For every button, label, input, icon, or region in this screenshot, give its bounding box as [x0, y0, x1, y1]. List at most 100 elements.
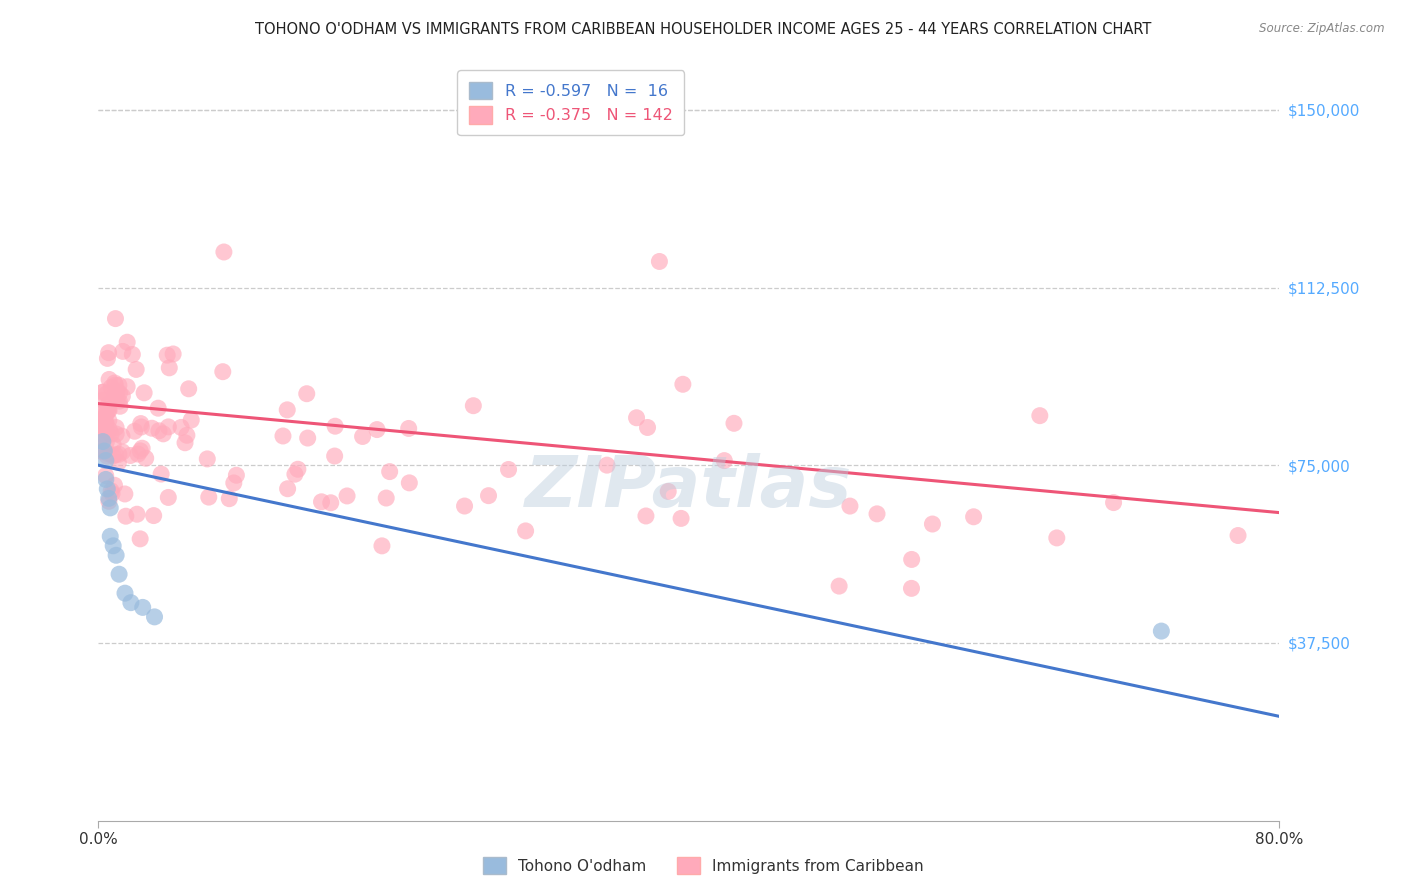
Point: [98, 422, 121, 436]
Point: [152, 426, 174, 441]
Point: [828, 579, 851, 593]
Text: TOHONO O'ODHAM VS IMMIGRANTS FROM CARIBBEAN HOUSEHOLDER INCOME AGES 25 - 44 YEAR: TOHONO O'ODHAM VS IMMIGRANTS FROM CARIBB…: [254, 22, 1152, 37]
Point: [366, 423, 388, 437]
Point: [96, 425, 118, 440]
Point: [156, 348, 179, 362]
Point: [1029, 409, 1052, 423]
Point: [90, 444, 112, 458]
Point: [146, 401, 169, 416]
Point: [91, 393, 114, 408]
Point: [94, 416, 117, 430]
Point: [100, 427, 122, 442]
Point: [1150, 624, 1173, 639]
Point: [91, 417, 114, 432]
Point: [94, 473, 117, 487]
Point: [121, 347, 143, 361]
Point: [97, 345, 120, 359]
Point: [111, 429, 134, 443]
Point: [94, 423, 117, 437]
Point: [105, 420, 128, 434]
Point: [180, 413, 202, 427]
Point: [104, 378, 127, 392]
Point: [125, 362, 148, 376]
Point: [713, 453, 735, 467]
Point: [114, 487, 136, 501]
Point: [94, 453, 117, 467]
Point: [284, 467, 307, 482]
Point: [225, 468, 247, 483]
Point: [90, 407, 112, 421]
Point: [96, 387, 118, 401]
Point: [108, 378, 131, 392]
Point: [148, 424, 170, 438]
Point: [142, 508, 165, 523]
Point: [596, 458, 619, 472]
Point: [97, 447, 120, 461]
Point: [125, 507, 148, 521]
Point: [295, 386, 318, 401]
Point: [104, 376, 127, 390]
Point: [135, 451, 157, 466]
Point: [277, 482, 299, 496]
Point: [98, 372, 121, 386]
Point: [132, 600, 155, 615]
Point: [97, 491, 120, 506]
Point: [174, 435, 197, 450]
Point: [101, 486, 124, 500]
Point: [311, 495, 333, 509]
Point: [127, 447, 149, 461]
Point: [129, 443, 152, 458]
Point: [96, 449, 118, 463]
Point: [100, 380, 122, 394]
Point: [131, 441, 153, 455]
Point: [319, 496, 342, 510]
Point: [108, 399, 131, 413]
Point: [921, 516, 943, 531]
Point: [104, 448, 127, 462]
Point: [157, 360, 180, 375]
Point: [131, 420, 153, 434]
Point: [103, 478, 125, 492]
Point: [143, 610, 166, 624]
Point: [96, 351, 118, 366]
Point: [107, 456, 129, 470]
Point: [90, 433, 112, 447]
Point: [297, 431, 319, 445]
Point: [176, 428, 198, 442]
Point: [177, 382, 200, 396]
Point: [463, 399, 485, 413]
Point: [103, 438, 125, 452]
Point: [323, 449, 346, 463]
Point: [212, 244, 235, 259]
Point: [134, 385, 156, 400]
Point: [108, 567, 131, 582]
Point: [222, 475, 245, 490]
Point: [94, 415, 117, 429]
Text: ZIPatlas: ZIPatlas: [526, 452, 852, 522]
Point: [90, 444, 112, 458]
Point: [141, 421, 163, 435]
Point: [101, 449, 124, 463]
Point: [129, 532, 152, 546]
Point: [93, 384, 115, 399]
Point: [108, 386, 131, 401]
Point: [98, 529, 121, 543]
Point: [637, 420, 659, 434]
Point: [97, 494, 120, 508]
Point: [398, 475, 420, 490]
Point: [211, 365, 233, 379]
Point: [115, 380, 138, 394]
Point: [105, 392, 128, 406]
Point: [515, 524, 537, 538]
Point: [105, 548, 128, 563]
Point: [398, 421, 420, 435]
Point: [90, 414, 112, 428]
Point: [96, 403, 118, 417]
Point: [111, 344, 134, 359]
Point: [839, 499, 862, 513]
Point: [111, 389, 134, 403]
Point: [352, 429, 374, 443]
Point: [276, 402, 298, 417]
Point: [375, 491, 398, 505]
Point: [91, 385, 114, 400]
